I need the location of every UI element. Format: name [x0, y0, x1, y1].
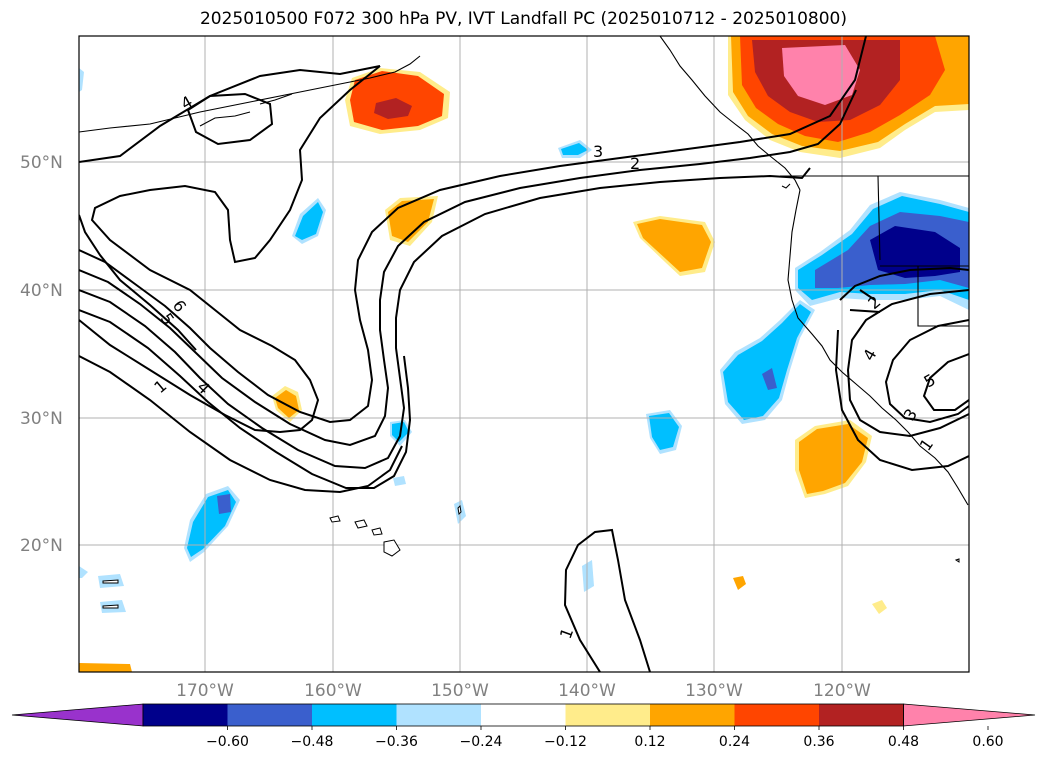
- colorbar-box: [481, 704, 566, 726]
- map-title: 2025010500 F072 300 hPa PV, IVT Landfall…: [199, 9, 847, 29]
- colorbar-tick-label: −0.48: [291, 734, 334, 750]
- colorbar-tick-label: −0.36: [375, 734, 418, 750]
- longitude-labels: 170°W 160°W 150°W 140°W 130°W 120°W: [176, 681, 871, 701]
- svg-text:130°W: 130°W: [685, 681, 743, 701]
- svg-text:160°W: 160°W: [304, 681, 362, 701]
- svg-text:140°W: 140°W: [558, 681, 616, 701]
- colorbar-box: [227, 704, 313, 726]
- graticule: [79, 36, 969, 672]
- svg-text:50°N: 50°N: [20, 153, 63, 173]
- latitude-labels: 50°N 40°N 30°N 20°N: [20, 153, 63, 556]
- map-border: [78, 35, 970, 673]
- colorbar-tick-label: −0.12: [544, 734, 587, 750]
- islands: [102, 504, 960, 609]
- colorbar-tick-label: −0.24: [460, 734, 503, 750]
- shading-positive-alaska: [345, 68, 450, 134]
- svg-text:2: 2: [630, 154, 640, 173]
- shading-negative-small: [79, 68, 682, 613]
- svg-text:170°W: 170°W: [176, 681, 234, 701]
- svg-text:120°W: 120°W: [813, 681, 871, 701]
- colorbar-box: [396, 704, 482, 726]
- coastlines: [79, 36, 969, 506]
- colorbar-tick-label: 0.60: [972, 734, 1003, 750]
- pv-contours: [79, 36, 969, 672]
- colorbar-tick-label: 0.24: [719, 734, 750, 750]
- colorbar: −0.60 −0.48 −0.36 −0.24 −0.12 0.12 0.24 0.36 0.4…: [11, 703, 1036, 750]
- colorbar-tick-label: 0.12: [634, 734, 665, 750]
- colorbar-extend-max: [903, 703, 1036, 727]
- colorbar-box: [143, 704, 228, 726]
- shading-negative-west-coast: [720, 192, 969, 424]
- svg-text:40°N: 40°N: [20, 281, 63, 301]
- svg-text:150°W: 150°W: [431, 681, 489, 701]
- colorbar-box: [565, 704, 651, 726]
- svg-text:30°N: 30°N: [20, 409, 63, 429]
- colorbar-box: [312, 704, 397, 726]
- colorbar-tick-label: 0.36: [803, 734, 834, 750]
- svg-text:3: 3: [593, 142, 603, 161]
- colorbar-box: [734, 704, 820, 726]
- colorbar-tick-label: 0.48: [888, 734, 919, 750]
- colorbar-box: [819, 704, 904, 726]
- svg-text:20°N: 20°N: [20, 536, 63, 556]
- colorbar-tick-label: −0.60: [206, 734, 249, 750]
- colorbar-outline: [142, 703, 904, 727]
- colorbar-box: [650, 704, 735, 726]
- colorbar-extend-min: [11, 703, 144, 727]
- shading-positive-pnw: [728, 36, 969, 158]
